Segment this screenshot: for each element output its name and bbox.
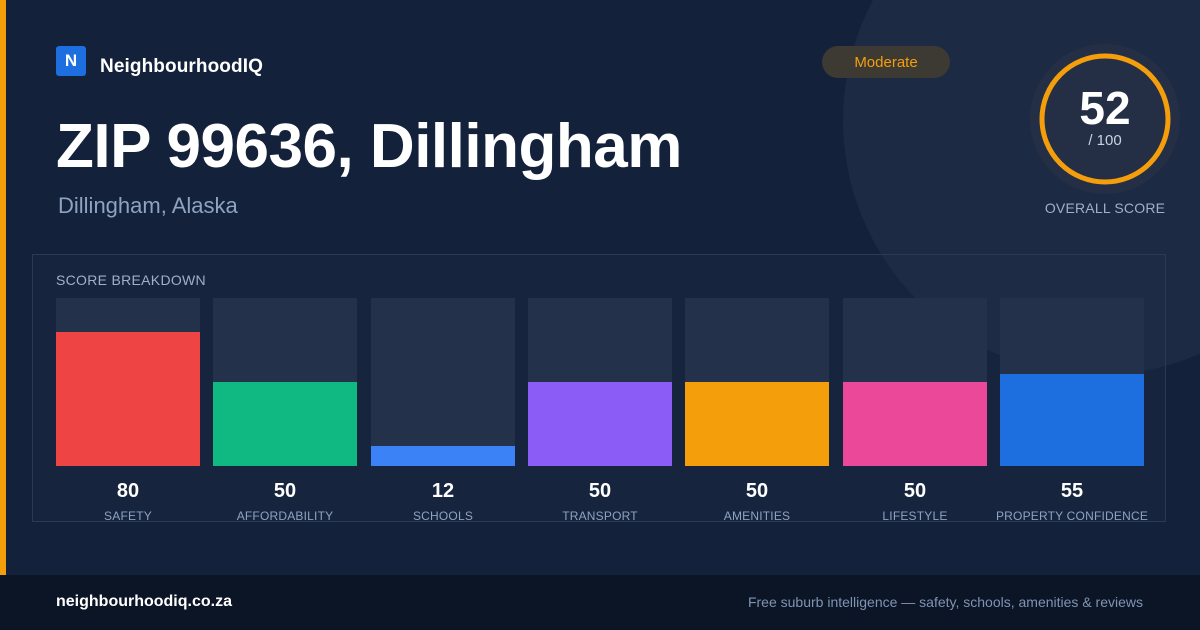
score-ring-progress [1039,53,1171,185]
page-title: ZIP 99636, Dillingham [56,112,682,181]
bar-value: 50 [745,480,769,502]
score-bar-property-confidence: 55 PROPERTY CONFIDENCE [996,298,1148,523]
overall-score-label: OVERALL SCORE [1044,200,1166,216]
bar-fill [213,382,357,466]
accent-bar [0,0,6,575]
logo-icon: N [56,46,86,76]
bar-fill [528,382,672,466]
brand-name: NeighbourhoodIQ [100,56,263,77]
overall-score-max: / 100 [1088,132,1122,149]
bar-label: PROPERTY CONFIDENCE [995,509,1149,523]
bar-label: TRANSPORT [562,509,638,523]
footer [0,575,1200,630]
bar-fill [1000,374,1144,466]
bar-value: 50 [588,480,612,502]
bar-label: AMENITIES [723,509,791,523]
bar-label: SCHOOLS [412,509,474,523]
bar-fill [685,382,829,466]
footer-domain: neighbourhoodiq.co.za [56,593,232,610]
bar-label: SAFETY [104,509,152,523]
bar-track [843,298,987,466]
status-badge: Moderate [822,46,950,78]
bar-track [685,298,829,466]
page-subtitle: Dillingham, Alaska [58,193,238,218]
score-ring-backdrop [1030,44,1180,194]
bar-value: 55 [1060,480,1084,502]
overall-score-value: 52 [1079,82,1131,134]
score-bar-lifestyle: 50 LIFESTYLE [843,298,987,523]
bar-fill [371,446,515,466]
bar-value: 50 [273,480,297,502]
bar-fill [843,382,987,466]
score-bar-transport: 50 TRANSPORT [528,298,672,523]
bar-track [528,298,672,466]
score-breakdown-title: SCORE BREAKDOWN [56,272,206,288]
bar-value: 80 [116,480,140,502]
bar-track [213,298,357,466]
bar-track [1000,298,1144,466]
score-bar-affordability: 50 AFFORDABILITY [213,298,357,523]
bar-value: 12 [431,480,455,502]
bar-fill [56,332,200,466]
overall-score-ring [1030,44,1180,194]
footer-tagline: Free suburb intelligence — safety, schoo… [747,594,1143,610]
score-bar-amenities: 50 AMENITIES [685,298,829,523]
bar-label: LIFESTYLE [882,509,948,523]
score-bar-safety: 80 SAFETY [56,298,200,523]
bar-track [371,298,515,466]
bar-label: AFFORDABILITY [236,509,334,523]
bar-track [56,298,200,466]
score-bar-schools: 12 SCHOOLS [371,298,515,523]
bar-value: 50 [903,480,927,502]
